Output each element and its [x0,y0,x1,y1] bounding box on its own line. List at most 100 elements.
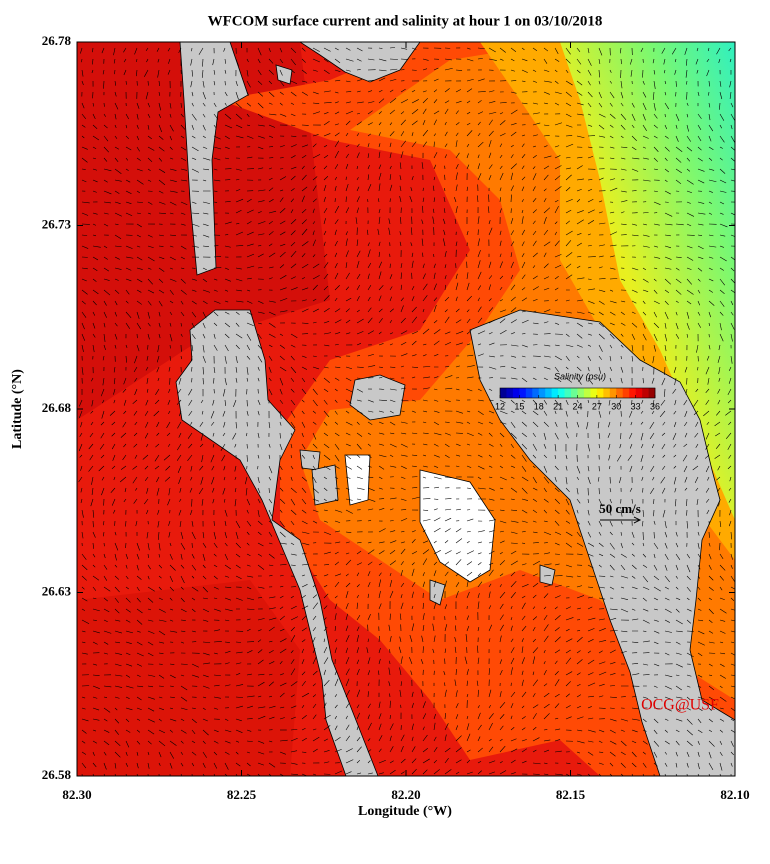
vector [334,530,341,533]
vector [367,184,372,192]
vector [136,234,141,238]
vector [301,648,304,654]
vector [179,487,182,493]
vector [224,531,227,539]
vector [279,421,282,426]
vector [477,465,485,470]
vector [334,487,340,490]
vector [113,388,116,395]
vector [631,322,638,328]
vector [169,542,172,547]
vector [400,263,403,269]
vector [158,102,162,111]
vector [125,157,129,161]
vector [521,760,527,764]
vector [378,465,385,470]
vector [246,650,253,654]
vector [378,77,386,82]
vector [640,421,644,425]
vector [664,80,667,85]
vector [356,626,360,632]
vector [168,388,171,393]
vector [543,47,549,52]
vector [532,531,538,534]
vector [147,113,151,118]
vector [246,355,251,360]
vector [708,190,713,193]
vector [301,241,309,247]
vector [664,212,673,217]
vector [653,135,658,139]
vector [279,355,285,361]
vector [111,432,116,437]
vector [132,399,138,405]
vector [642,289,649,292]
vector [717,487,721,492]
vector [488,530,495,533]
vector [169,234,176,236]
vector [367,143,370,148]
vector [719,168,726,174]
vector [620,608,629,613]
vector [345,319,351,324]
vector [697,201,705,204]
current-vectors [78,47,735,776]
vector [257,520,263,526]
vector [554,717,559,720]
vector [103,201,111,204]
vector [609,542,615,550]
vector [729,58,732,63]
vector [554,410,557,415]
vector [202,564,206,569]
vector [147,740,152,745]
vector [136,113,139,120]
vector [279,682,287,687]
vector [356,668,360,676]
vector [224,124,233,129]
vector [554,254,562,258]
vector [334,678,339,687]
vector [422,540,429,544]
vector [158,212,166,214]
vector [356,113,361,115]
vector [521,253,525,258]
vector [356,79,363,82]
vector [158,718,162,722]
vector [257,487,261,494]
vector [180,641,184,644]
vector [444,713,446,720]
vector [114,135,118,139]
vector [224,718,229,721]
vector [532,560,541,566]
vector [631,641,639,643]
vector [290,520,295,526]
vector [114,80,117,86]
vector [323,574,329,577]
vector [521,691,527,698]
vector [521,657,525,665]
vector [378,735,383,742]
vector [268,113,277,116]
vector [411,99,419,104]
vector [312,637,316,643]
vector [554,155,561,159]
vector [312,47,320,52]
vector [642,135,649,139]
vector [631,718,640,721]
vector [686,135,691,142]
vector [609,355,612,362]
vector [180,267,185,270]
vector [103,289,111,296]
vector [367,262,372,269]
vector [708,751,712,759]
vector [235,289,242,292]
vector [213,564,218,568]
vector [202,718,208,722]
vector [257,531,262,536]
vector [134,421,138,426]
vector [114,586,120,593]
vector [334,219,339,225]
vector [719,245,724,248]
vector [235,168,242,171]
vector [455,308,460,313]
